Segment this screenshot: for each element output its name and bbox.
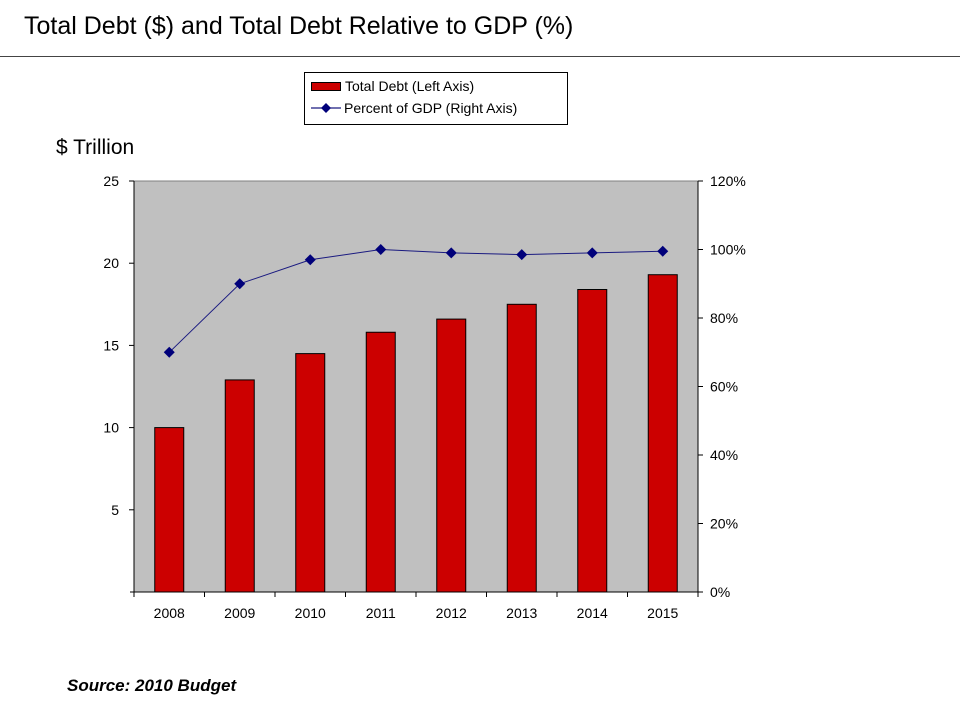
- bar-2011: [365, 331, 396, 593]
- x-tick-label-2011: 2011: [366, 605, 396, 621]
- left-tick-label-5: 5: [111, 502, 119, 518]
- legend-label-percent-gdp: Percent of GDP (Right Axis): [344, 100, 518, 116]
- bar-2009: [224, 379, 255, 593]
- title-divider: [0, 56, 960, 57]
- right-tick-label-60: 60%: [710, 379, 738, 395]
- gdp-marker-2008: [163, 346, 175, 358]
- gdp-marker-2013: [516, 249, 528, 261]
- bar-2014: [577, 289, 608, 593]
- gdp-marker-2015: [657, 245, 669, 257]
- bar-2010: [295, 353, 326, 593]
- x-tick-label-2014: 2014: [577, 605, 608, 621]
- gdp-marker-2009: [234, 278, 246, 290]
- x-tick-label-2008: 2008: [154, 605, 185, 621]
- bar-2015: [647, 274, 678, 593]
- chart-legend: Total Debt (Left Axis) Percent of GDP (R…: [304, 72, 568, 125]
- gdp-marker-2010: [304, 254, 316, 266]
- right-tick-label-120: 120%: [710, 173, 746, 189]
- tick-labels-layer: 5 10 15 20 25 0% 20% 40% 60% 80% 100% 120% 2008 2009 2…: [103, 173, 745, 621]
- chart-title: Total Debt ($) and Total Debt Relative t…: [24, 12, 574, 40]
- bar-2008: [154, 427, 185, 593]
- bar-2012: [436, 318, 467, 593]
- x-tick-label-2015: 2015: [647, 605, 678, 621]
- bar-2013: [506, 303, 537, 593]
- x-tick-label-2013: 2013: [506, 605, 537, 621]
- legend-line-swatch: [311, 103, 341, 113]
- right-tick-label-20: 20%: [710, 516, 738, 532]
- source-note: Source: 2010 Budget: [67, 676, 237, 695]
- x-tick-label-2010: 2010: [295, 605, 326, 621]
- legend-entry-percent-gdp: Percent of GDP (Right Axis): [311, 99, 517, 117]
- gdp-marker-2014: [586, 247, 598, 259]
- left-axis-label: $ Trillion: [56, 136, 135, 159]
- legend-label-total-debt: Total Debt (Left Axis): [345, 78, 475, 94]
- bars-layer: [154, 274, 678, 593]
- right-tick-label-40: 40%: [710, 447, 738, 463]
- x-tick-label-2009: 2009: [224, 605, 255, 621]
- legend-bar-swatch: [311, 81, 341, 91]
- axes-layer: [129, 180, 703, 597]
- x-tick-label-2012: 2012: [436, 605, 467, 621]
- left-tick-label-25: 25: [103, 173, 119, 189]
- plot-area: [133, 180, 699, 593]
- right-tick-label-0: 0%: [710, 584, 730, 600]
- right-tick-label-100: 100%: [710, 242, 746, 258]
- gdp-marker-2011: [375, 244, 387, 255]
- left-tick-label-20: 20: [103, 255, 119, 271]
- left-tick-label-15: 15: [103, 337, 119, 353]
- left-tick-label-10: 10: [103, 420, 119, 436]
- gdp-line-layer: [163, 244, 669, 358]
- legend-entry-total-debt: Total Debt (Left Axis): [311, 77, 474, 95]
- gdp-series-line: [168, 248, 663, 353]
- right-tick-label-80: 80%: [710, 310, 738, 326]
- gdp-marker-2012: [445, 247, 457, 259]
